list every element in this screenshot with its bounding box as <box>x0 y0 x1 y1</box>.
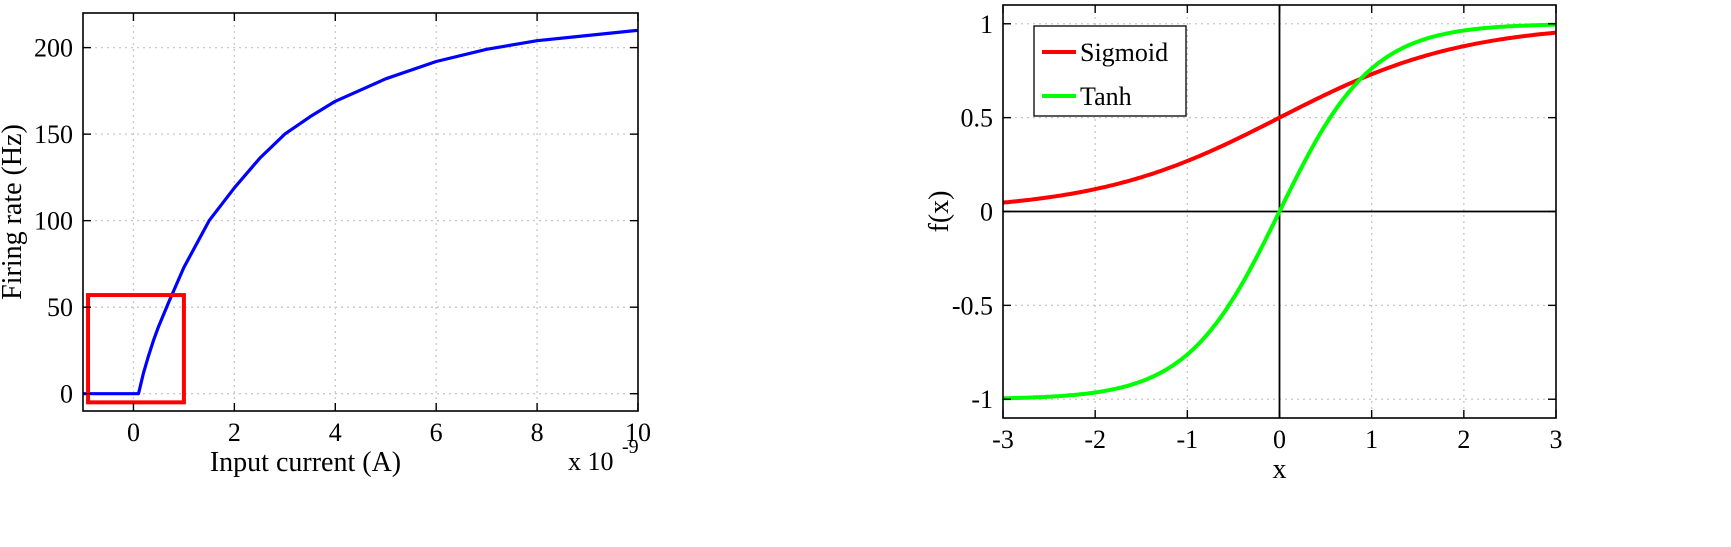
x-tick-label: 2 <box>1457 425 1470 454</box>
x-tick-label: 4 <box>329 418 342 447</box>
activation-functions-chart: -3 -2 -1 0 1 2 3 -1 -0.5 0 0.5 1 x f(x) Sigmoid Tan… <box>924 4 1563 485</box>
x-tick-label: 2 <box>228 418 241 447</box>
firing-rate-line <box>83 28 639 396</box>
left-grid <box>83 13 639 411</box>
x-multiplier-label: x 10 <box>568 447 614 476</box>
y-tick-label: 150 <box>34 120 73 149</box>
highlight-rectangle <box>86 293 186 405</box>
x-tick-label: 8 <box>531 418 544 447</box>
right-x-ticks: -3 -2 -1 0 1 2 3 <box>992 5 1563 454</box>
legend-label: Tanh <box>1080 82 1132 111</box>
left-plot-frame <box>82 12 639 412</box>
left-x-ticks: 0 2 4 6 8 10 <box>127 13 651 447</box>
y-tick-label: 0 <box>980 198 993 227</box>
right-y-ticks: -1 -0.5 0 0.5 1 <box>952 10 1556 414</box>
x-tick-label: 10 <box>625 418 651 447</box>
x-tick-label: 6 <box>430 418 443 447</box>
y-tick-label: -1 <box>971 385 993 414</box>
left-x-axis-label: Input current (A) <box>210 447 401 478</box>
x-tick-label: 0 <box>127 418 140 447</box>
x-tick-label: 0 <box>1273 425 1286 454</box>
x-tick-label: 3 <box>1550 425 1563 454</box>
x-tick-label: 1 <box>1365 425 1378 454</box>
y-tick-label: 50 <box>47 293 73 322</box>
left-y-axis-label: Firing rate (Hz) <box>0 124 28 300</box>
y-tick-label: 100 <box>34 207 73 236</box>
left-annotation <box>86 293 186 405</box>
right-y-axis-label: f(x) <box>924 191 955 233</box>
legend-label: Sigmoid <box>1080 38 1168 67</box>
tanh-line <box>1002 22 1557 401</box>
right-series <box>1002 22 1557 401</box>
legend: Sigmoid Tanh <box>1033 25 1187 117</box>
firing-rate-chart: 0 2 4 6 8 10 0 50 100 150 200 Input current (A) F… <box>0 12 651 478</box>
x-multiplier-exponent: -9 <box>622 436 639 458</box>
right-x-axis-label: x <box>1273 454 1287 485</box>
x-tick-label: -1 <box>1176 425 1198 454</box>
x-tick-label: -3 <box>992 425 1014 454</box>
x-tick-label: -2 <box>1084 425 1106 454</box>
y-tick-label: 0.5 <box>961 104 994 133</box>
y-tick-label: 0 <box>60 380 73 409</box>
y-tick-label: 200 <box>34 34 73 63</box>
y-tick-label: -0.5 <box>952 291 993 320</box>
legend-box <box>1033 25 1187 117</box>
sigmoid-line <box>1002 30 1557 205</box>
left-series <box>83 28 639 396</box>
left-y-ticks: 0 50 100 150 200 <box>34 34 638 409</box>
y-tick-label: 1 <box>980 10 993 39</box>
